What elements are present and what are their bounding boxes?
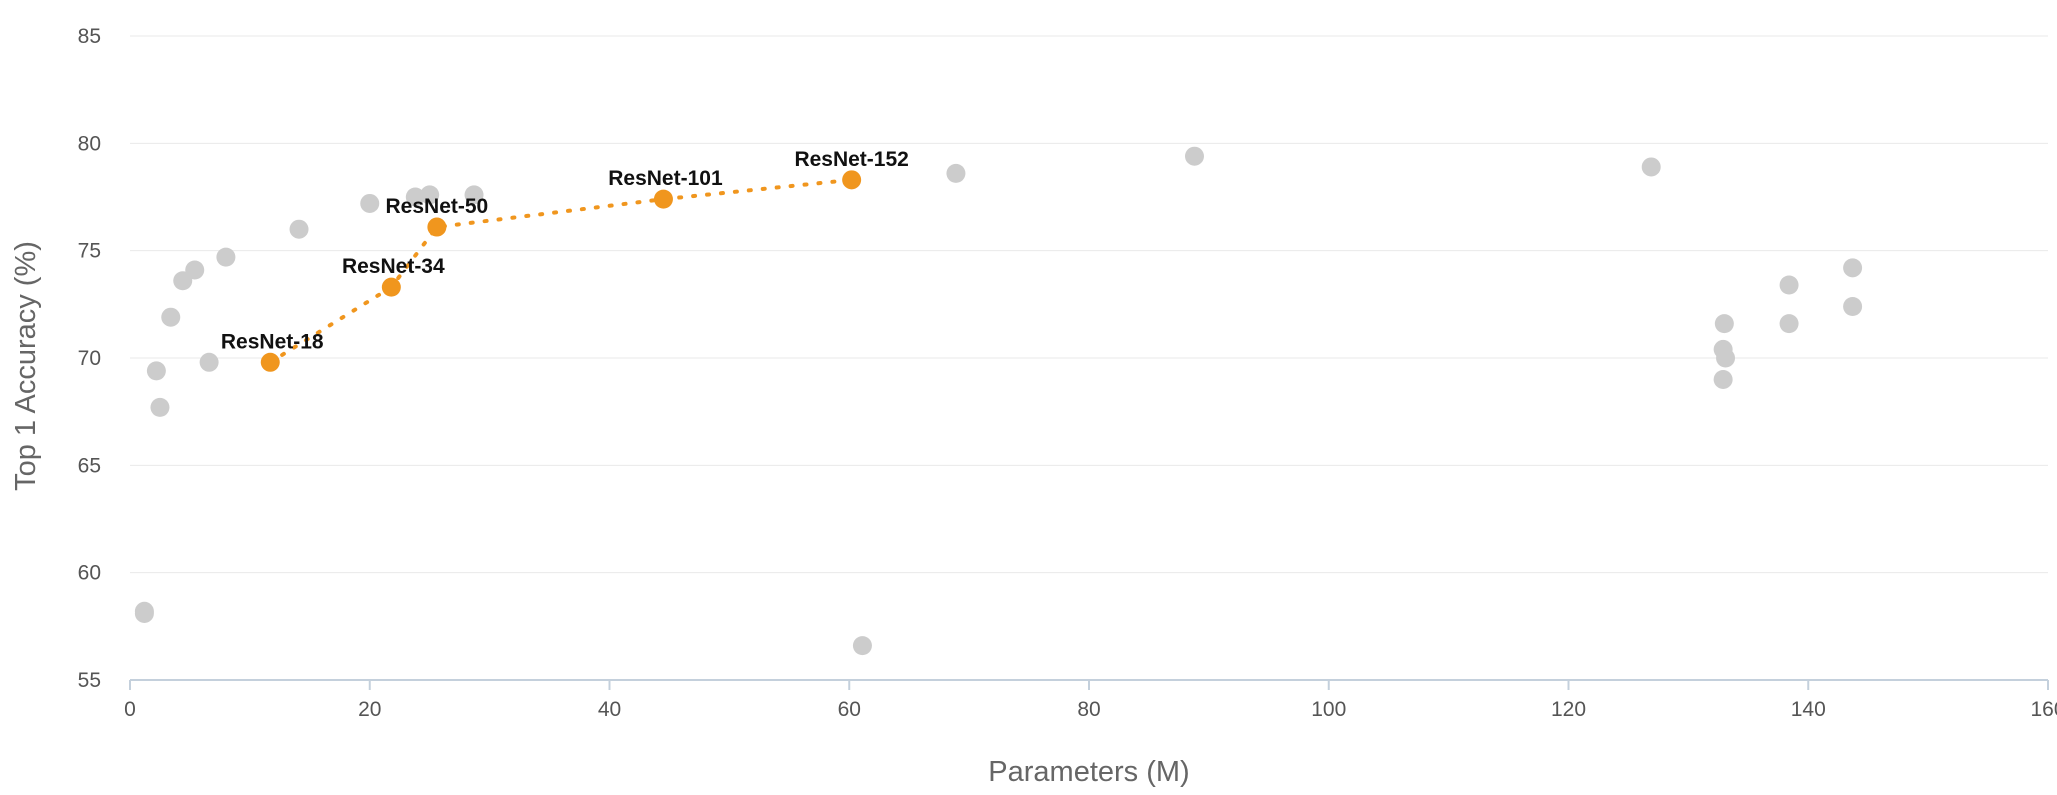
model-point xyxy=(1713,369,1733,389)
y-tick-label: 65 xyxy=(78,454,101,477)
y-tick-label: 85 xyxy=(78,25,101,48)
model-point xyxy=(1641,157,1661,177)
y-tick-label: 70 xyxy=(78,347,101,370)
point-label: ResNet-18 xyxy=(221,330,324,353)
resnet-point xyxy=(653,189,673,209)
model-point xyxy=(289,219,309,239)
x-axis-title: Parameters (M) xyxy=(988,756,1189,788)
model-point xyxy=(150,397,170,417)
y-tick-label: 60 xyxy=(78,562,101,585)
model-point xyxy=(146,361,166,381)
point-label: ResNet-50 xyxy=(386,195,489,218)
x-tick-label: 120 xyxy=(1551,698,1586,721)
x-tick-label: 60 xyxy=(838,698,861,721)
model-point xyxy=(852,636,872,656)
model-point xyxy=(1779,314,1799,334)
point-labels: ResNet-18 ResNet-34 ResNet-50 ResNet-101 Res… xyxy=(221,148,909,353)
model-point xyxy=(946,163,966,183)
model-point xyxy=(405,187,425,207)
y-axis-title: Top 1 Accuracy (%) xyxy=(10,241,42,491)
model-point xyxy=(1716,348,1736,368)
model-point xyxy=(420,185,440,205)
model-point xyxy=(360,193,380,213)
resnet-point xyxy=(260,352,280,372)
model-point xyxy=(1843,296,1863,316)
model-point xyxy=(1843,258,1863,278)
model-point xyxy=(1714,314,1734,334)
point-label: ResNet-101 xyxy=(608,167,723,190)
model-point xyxy=(1184,146,1204,166)
model-point xyxy=(216,247,236,267)
gridlines xyxy=(130,35,2048,574)
axes: 55 60 65 70 75 80 85 0 20 40 60 80 100 120 140 160 xyxy=(78,25,2057,721)
model-point xyxy=(134,603,154,623)
resnet-point xyxy=(427,217,447,237)
model-point xyxy=(464,185,484,205)
resnet-point xyxy=(381,277,401,297)
model-point xyxy=(1779,275,1799,295)
point-label: ResNet-34 xyxy=(342,255,445,278)
data-points xyxy=(134,146,1863,656)
point-label: ResNet-152 xyxy=(794,148,908,171)
resnet-point xyxy=(842,170,862,190)
model-point xyxy=(185,260,205,280)
y-tick-label: 75 xyxy=(78,240,101,263)
x-tick-label: 160 xyxy=(2030,698,2057,721)
y-tick-label: 55 xyxy=(78,669,101,692)
x-tick-label: 40 xyxy=(598,698,621,721)
x-tick-label: 0 xyxy=(124,698,136,721)
x-tick-label: 140 xyxy=(1791,698,1826,721)
model-point xyxy=(199,352,219,372)
y-tick-label: 80 xyxy=(78,132,101,155)
x-tick-label: 20 xyxy=(358,698,381,721)
x-tick-label: 100 xyxy=(1311,698,1346,721)
x-tick-label: 80 xyxy=(1077,698,1100,721)
model-point xyxy=(161,307,181,327)
